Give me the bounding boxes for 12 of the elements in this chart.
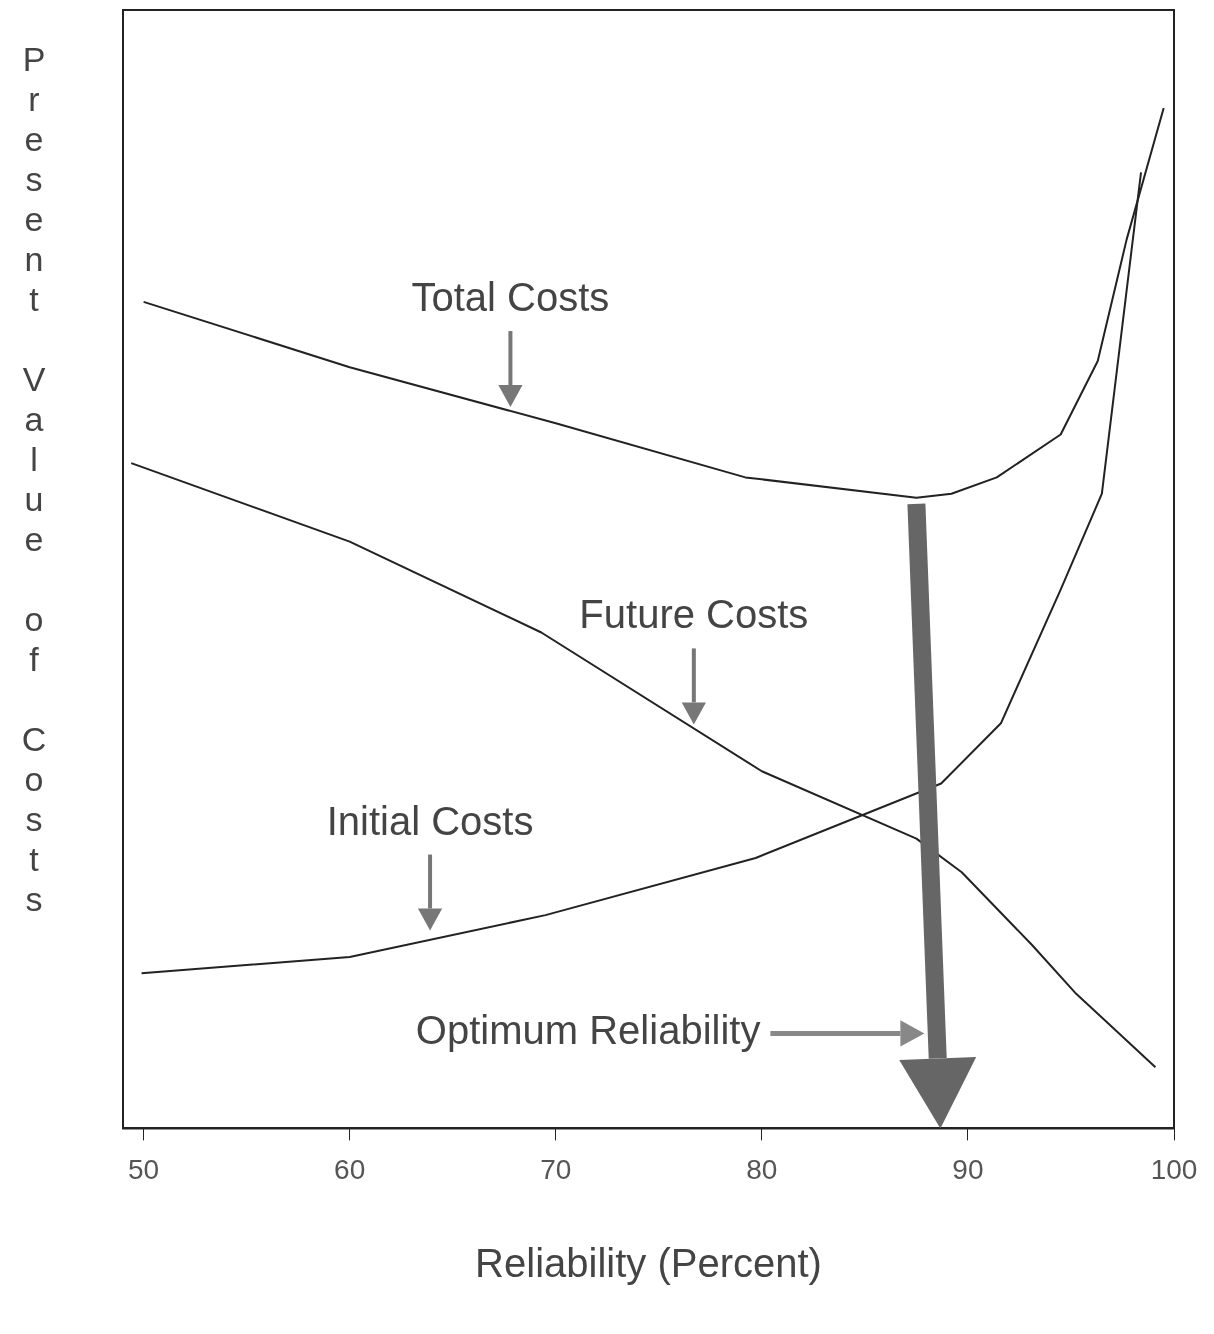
x-tick-label: 70 bbox=[540, 1153, 572, 1185]
x-tick-label: 90 bbox=[952, 1153, 984, 1185]
x-tick-label: 80 bbox=[746, 1153, 778, 1185]
x-tick-label: 60 bbox=[334, 1153, 366, 1185]
y-axis-title: Present Value of Costs bbox=[14, 40, 53, 920]
annotation: Total Costs bbox=[411, 275, 610, 320]
annotation: Future Costs bbox=[579, 592, 809, 637]
annotation: Optimum Reliability bbox=[415, 1008, 761, 1053]
x-tick-label: 50 bbox=[128, 1153, 160, 1185]
x-axis-title: Reliability (Percent) bbox=[475, 1241, 822, 1286]
x-tick-label: 100 bbox=[1150, 1153, 1198, 1185]
annotation: Initial Costs bbox=[326, 798, 534, 843]
